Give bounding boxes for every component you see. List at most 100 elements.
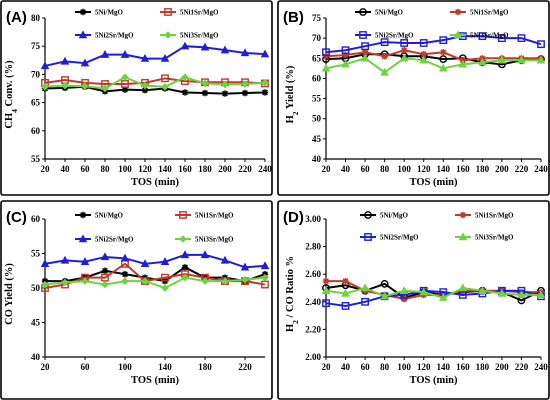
x-tick-label: 20 <box>322 164 332 174</box>
x-tick-label: 220 <box>238 164 252 174</box>
x-tick-label: 180 <box>198 164 212 174</box>
data-point <box>61 278 69 287</box>
series-5ni2srmgo <box>40 41 270 70</box>
data-point <box>322 299 330 308</box>
data-point <box>200 250 210 259</box>
data-point <box>221 277 229 285</box>
x-axis-label: TOS (min) <box>410 177 458 188</box>
x-tick-label: 120 <box>417 362 431 372</box>
legend-label: 5Ni1Sr/MgO <box>470 9 509 17</box>
series-line <box>44 253 266 269</box>
legend-marker <box>179 211 187 219</box>
data-point <box>478 286 487 294</box>
y-axis-label: CH4 Conv. (%) <box>4 60 19 129</box>
x-tick-label: 80 <box>380 362 390 372</box>
legend-item: 5Ni1Sr/MgO <box>455 212 514 220</box>
data-point <box>261 273 269 282</box>
legend-item: 5Ni1Sr/MgO <box>160 8 219 17</box>
data-point <box>101 84 109 93</box>
data-point <box>517 34 526 43</box>
x-tick-label: 40 <box>341 362 351 372</box>
data-point <box>261 79 269 87</box>
legend-item: 5Ni2Sr/MgO <box>355 31 414 40</box>
data-point <box>400 47 408 54</box>
legend-marker <box>359 31 367 39</box>
x-tick-label: 100 <box>397 362 411 372</box>
data-point <box>240 48 250 57</box>
x-tick-label: 100 <box>397 164 411 174</box>
data-point <box>161 83 169 91</box>
data-point <box>41 83 49 91</box>
y-tick-label: 65 <box>31 98 41 108</box>
x-tick-label: 220 <box>515 164 529 174</box>
panel-label: (A) <box>6 9 27 26</box>
legend-label: 5Ni/MgO <box>95 212 124 220</box>
data-point <box>400 39 409 47</box>
data-point <box>201 79 209 88</box>
y-axis-label: CO Yield (%) <box>4 263 15 325</box>
panel-border <box>277 200 550 400</box>
data-point <box>380 67 389 76</box>
data-point <box>80 257 90 265</box>
legend-label: 5Ni/MgO <box>95 9 124 17</box>
data-point <box>439 36 448 45</box>
data-point <box>141 81 149 90</box>
y-tick-label: 2.20 <box>305 324 321 334</box>
y-tick-label: 40 <box>31 352 41 362</box>
data-point <box>121 86 129 93</box>
y-tick-label: 65 <box>312 53 322 63</box>
panel-label: (C) <box>6 209 27 226</box>
data-point <box>361 297 369 306</box>
data-point <box>399 286 409 294</box>
x-tick-label: 240 <box>534 362 548 372</box>
y-tick-label: 2.40 <box>305 297 321 307</box>
legend-marker <box>364 233 372 241</box>
data-point <box>322 277 330 285</box>
data-point <box>81 82 89 91</box>
x-tick-label: 20 <box>322 362 332 372</box>
data-point <box>201 277 209 285</box>
data-point <box>180 41 190 50</box>
data-point <box>478 57 487 66</box>
data-point <box>361 49 369 56</box>
data-point <box>380 38 389 47</box>
legend-marker <box>164 31 172 39</box>
data-point <box>221 90 229 97</box>
legend-label: 5Ni2Sr/MgO <box>380 234 419 242</box>
data-point <box>141 86 149 94</box>
legend-item: 5Ni3Sr/MgO <box>450 30 509 40</box>
y-tick-label: 2.60 <box>305 269 321 279</box>
data-point <box>241 275 249 284</box>
legend-marker <box>359 8 367 16</box>
data-point <box>60 255 70 264</box>
legend-label: 5Ni1Sr/MgO <box>195 212 234 220</box>
y-tick-label: 2.00 <box>305 352 321 362</box>
data-point <box>380 279 389 288</box>
data-point <box>181 273 189 282</box>
legend-item: 5Ni1Sr/MgO <box>450 9 509 17</box>
data-point <box>61 81 69 90</box>
x-tick-label: 40 <box>341 164 351 174</box>
data-point <box>220 45 230 54</box>
data-point <box>220 255 230 264</box>
legend-marker <box>364 211 372 219</box>
data-point <box>101 280 109 289</box>
series-5ni3srmgo <box>41 273 269 292</box>
data-point <box>360 283 370 292</box>
y-tick-label: 40 <box>312 154 322 164</box>
data-point <box>497 288 507 297</box>
x-tick-label: 240 <box>534 164 548 174</box>
legend-label: 5Ni1Sr/MgO <box>180 9 219 17</box>
data-point <box>161 284 169 292</box>
data-point <box>121 277 129 285</box>
legend-item: 5Ni3Sr/MgO <box>160 31 219 40</box>
legend-marker <box>179 235 187 243</box>
data-point <box>361 42 369 51</box>
x-tick-label: 140 <box>158 362 172 372</box>
data-point <box>458 59 468 68</box>
x-tick-label: 60 <box>361 362 371 372</box>
data-point <box>342 277 349 285</box>
x-tick-label: 160 <box>178 164 192 174</box>
series-5ni3srmgo <box>321 283 546 301</box>
